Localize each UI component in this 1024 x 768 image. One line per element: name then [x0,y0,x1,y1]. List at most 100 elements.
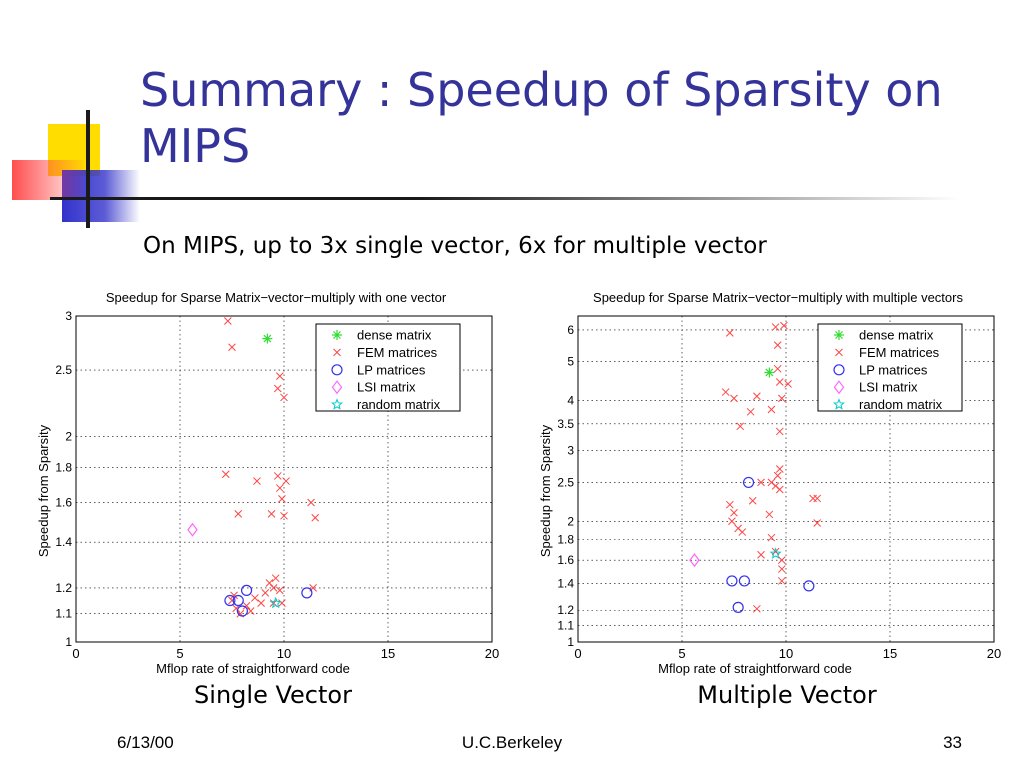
footer-date: 6/13/00 [117,733,174,752]
data-point-x [725,329,734,337]
data-point-x [777,565,786,573]
y-tick-label: 3 [65,309,72,323]
data-point-x [278,599,286,607]
data-point-x [267,510,276,518]
data-point-x [728,517,736,526]
data-point-x [780,321,788,330]
data-point-x [771,323,780,331]
y-tick-label: 1.4 [55,535,72,549]
series-x [721,321,822,613]
data-point-x [765,510,774,519]
legend-marker-x [835,348,843,357]
title-underline [60,197,960,200]
legend-marker-star [834,330,844,340]
data-point-x [257,599,265,607]
footer-page-number: 33 [943,733,962,752]
legend-marker-diamond [331,380,343,395]
data-point-x [261,589,270,597]
y-tick-label: 1 [65,635,72,649]
series-diamond [689,553,700,568]
data-point-x [813,494,822,503]
data-point-x [767,405,776,414]
data-point-x [242,601,251,610]
data-point-x [725,500,734,509]
chart-title: Speedup for Sparse Matrix−vector−multipl… [106,290,447,305]
slide-title: Summary : Speedup of Sparsity on MIPS [140,63,943,173]
chart-legend: dense matrix FEM matrices LP matrices LSI m… [817,323,963,412]
data-point-x [777,556,786,564]
data-point-x [748,496,757,505]
legend-marker-star [332,330,342,340]
data-point-x [275,372,284,380]
legend-marker-diamond [833,380,845,395]
y-tick-label: 1.1 [55,607,72,621]
legend-marker-circle [833,364,845,376]
y-tick-label: 1.4 [557,576,574,590]
data-point-circle [738,575,750,587]
y-tick-label: 1.1 [557,618,574,632]
x-tick-label: 0 [574,646,581,661]
data-point-star [764,367,775,378]
data-point-x [275,484,284,492]
data-point-x [773,471,782,480]
x-tick-label: 10 [277,646,291,661]
data-point-x [738,528,747,536]
x-axis-label: Mflop rate of straightforward code [156,661,350,676]
data-point-x [275,586,284,595]
x-tick-label: 10 [779,646,793,661]
data-point-x [730,508,738,517]
x-axis-label: Mflop rate of straightforward code [658,661,852,676]
legend-marker-x [333,348,341,357]
data-point-circle [732,601,744,613]
data-point-x [813,519,822,527]
data-point-x [773,341,782,349]
single-vector-chart: 0 5 10 15 20 1 1.1 1.2 1.4 1.6 1.8 2 2.5 3 Speedup for… [36,290,499,676]
data-point-circle [742,476,755,489]
data-point-x [269,584,278,592]
caption-multiple-vector: Multiple Vector [697,681,877,709]
series-circle [224,584,313,617]
data-point-x [280,393,288,402]
data-point-x [777,394,786,403]
y-tick-label: 1.8 [557,533,574,547]
data-point-x [757,550,765,559]
data-point-x [307,498,315,507]
data-point-x [280,511,288,520]
footer-organization: U.C.Berkeley [461,733,563,752]
data-point-x [278,494,286,503]
data-point-x [753,604,761,613]
data-point-star [262,333,273,344]
legend-label: FEM matrices [357,345,438,360]
data-point-x [221,470,230,479]
data-point-x [775,427,784,436]
data-point-x [273,384,282,393]
y-tick-label: 1.2 [55,581,72,595]
legend-label: FEM matrices [859,345,940,360]
data-point-x [775,465,784,473]
slide-subtitle: On MIPS, up to 3x single vector, 6x for … [143,233,767,259]
data-point-diamond [187,522,198,537]
x-tick-label: 5 [678,646,685,661]
series-pentagram [769,547,782,559]
y-tick-label: 1.6 [557,553,574,567]
data-point-x [234,510,243,518]
data-point-x [775,485,784,494]
data-point-x [775,378,784,386]
data-point-x [773,364,782,373]
data-point-x [228,343,236,352]
data-point-x [253,477,261,485]
data-point-circle [301,587,313,599]
y-tick-label: 2 [65,429,72,443]
data-point-circle [803,580,815,592]
data-point-x [271,574,280,583]
caption-single-vector: Single Vector [194,681,352,709]
y-tick-label: 4 [567,394,574,408]
data-point-x [721,388,730,396]
multiple-vector-chart: 0 5 10 15 20 1 1.11.2 1.4 1.6 1.8 2 2.5 3 3.5 4 5 6 Speed… [538,290,1001,676]
x-tick-label: 5 [176,646,183,661]
legend-label: dense matrix [357,328,432,343]
chart-title: Speedup for Sparse Matrix−vector−multipl… [593,290,963,305]
series-diamond [187,522,198,537]
x-tick-label: 0 [72,646,79,661]
data-point-x [730,394,738,403]
